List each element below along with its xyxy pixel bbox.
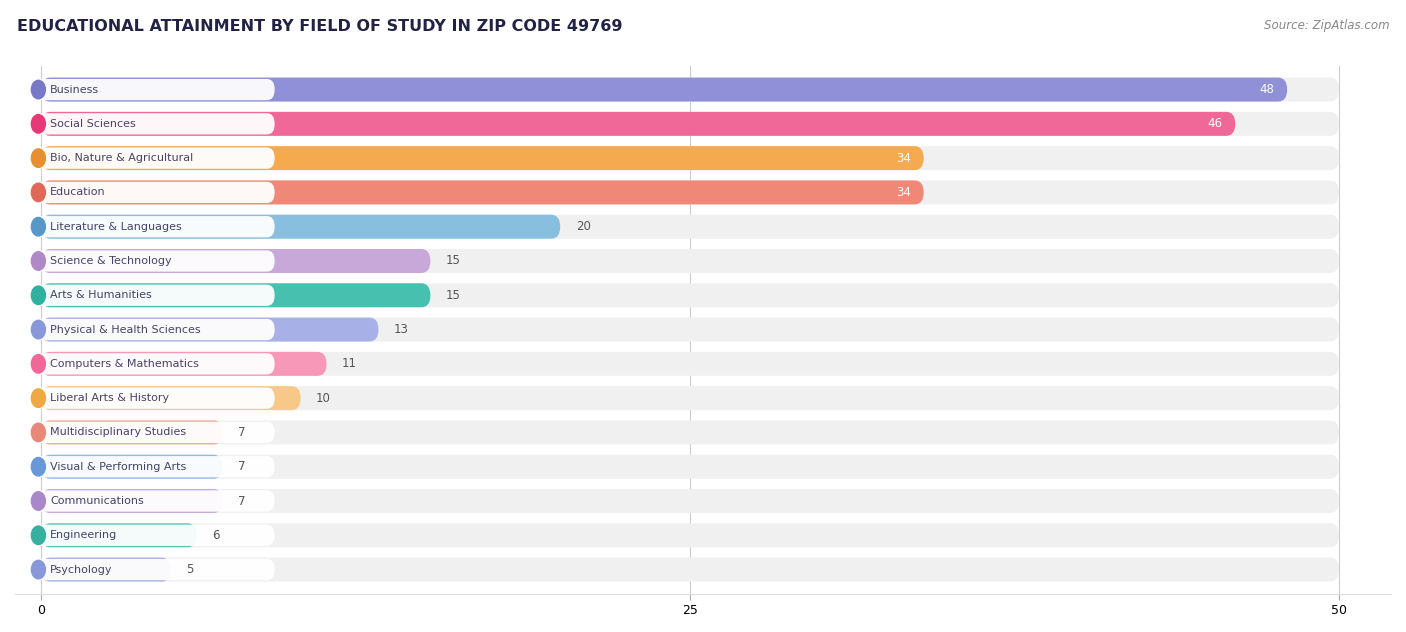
- Circle shape: [31, 114, 45, 133]
- Text: 13: 13: [394, 323, 409, 336]
- Text: 20: 20: [576, 220, 591, 233]
- Circle shape: [31, 561, 45, 579]
- FancyBboxPatch shape: [28, 113, 274, 135]
- Text: 15: 15: [446, 255, 461, 267]
- Text: Social Sciences: Social Sciences: [51, 119, 136, 129]
- Text: Bio, Nature & Agricultural: Bio, Nature & Agricultural: [51, 153, 193, 163]
- FancyBboxPatch shape: [41, 78, 1339, 102]
- FancyBboxPatch shape: [41, 386, 301, 410]
- FancyBboxPatch shape: [41, 420, 222, 444]
- FancyBboxPatch shape: [28, 525, 274, 546]
- Text: Computers & Mathematics: Computers & Mathematics: [51, 359, 198, 369]
- FancyBboxPatch shape: [28, 422, 274, 443]
- Circle shape: [31, 389, 45, 408]
- Text: 7: 7: [238, 494, 246, 507]
- FancyBboxPatch shape: [28, 216, 274, 238]
- FancyBboxPatch shape: [41, 523, 197, 547]
- Text: Business: Business: [51, 85, 100, 95]
- FancyBboxPatch shape: [41, 489, 222, 513]
- Circle shape: [31, 492, 45, 510]
- FancyBboxPatch shape: [41, 386, 1339, 410]
- FancyBboxPatch shape: [41, 489, 1339, 513]
- Text: Liberal Arts & History: Liberal Arts & History: [51, 393, 169, 403]
- FancyBboxPatch shape: [41, 557, 170, 581]
- FancyBboxPatch shape: [41, 78, 1286, 102]
- Text: 10: 10: [316, 392, 330, 404]
- Circle shape: [31, 458, 45, 476]
- FancyBboxPatch shape: [41, 557, 1339, 581]
- Text: 7: 7: [238, 426, 246, 439]
- Text: 46: 46: [1208, 118, 1222, 130]
- FancyBboxPatch shape: [41, 352, 326, 376]
- FancyBboxPatch shape: [41, 523, 1339, 547]
- FancyBboxPatch shape: [28, 387, 274, 409]
- FancyBboxPatch shape: [41, 454, 1339, 478]
- FancyBboxPatch shape: [41, 146, 924, 170]
- Text: Literature & Languages: Literature & Languages: [51, 222, 181, 232]
- Text: 6: 6: [212, 529, 219, 542]
- Text: Engineering: Engineering: [51, 530, 117, 540]
- FancyBboxPatch shape: [28, 79, 274, 100]
- FancyBboxPatch shape: [41, 146, 1339, 170]
- Text: 15: 15: [446, 289, 461, 302]
- Circle shape: [31, 183, 45, 202]
- FancyBboxPatch shape: [41, 215, 560, 239]
- FancyBboxPatch shape: [28, 182, 274, 203]
- Text: Arts & Humanities: Arts & Humanities: [51, 290, 152, 300]
- Circle shape: [31, 149, 45, 167]
- FancyBboxPatch shape: [41, 420, 1339, 444]
- FancyBboxPatch shape: [41, 283, 1339, 307]
- Circle shape: [31, 355, 45, 373]
- FancyBboxPatch shape: [41, 249, 1339, 273]
- Text: 11: 11: [342, 357, 357, 370]
- Circle shape: [31, 80, 45, 99]
- FancyBboxPatch shape: [28, 490, 274, 512]
- FancyBboxPatch shape: [41, 215, 1339, 239]
- FancyBboxPatch shape: [28, 559, 274, 580]
- FancyBboxPatch shape: [41, 180, 924, 204]
- Text: Source: ZipAtlas.com: Source: ZipAtlas.com: [1264, 19, 1389, 32]
- Text: Education: Education: [51, 188, 105, 197]
- Circle shape: [31, 320, 45, 339]
- Text: 5: 5: [187, 563, 194, 576]
- Text: 48: 48: [1260, 83, 1274, 96]
- Text: 7: 7: [238, 460, 246, 473]
- Text: 34: 34: [896, 186, 911, 199]
- Text: Physical & Health Sciences: Physical & Health Sciences: [51, 325, 201, 334]
- FancyBboxPatch shape: [28, 147, 274, 169]
- FancyBboxPatch shape: [41, 180, 1339, 204]
- Text: Visual & Performing Arts: Visual & Performing Arts: [51, 462, 187, 471]
- FancyBboxPatch shape: [41, 317, 1339, 341]
- Circle shape: [31, 526, 45, 545]
- Circle shape: [31, 286, 45, 305]
- Circle shape: [31, 252, 45, 270]
- FancyBboxPatch shape: [41, 454, 222, 478]
- FancyBboxPatch shape: [28, 319, 274, 340]
- FancyBboxPatch shape: [41, 112, 1236, 136]
- Text: 34: 34: [896, 152, 911, 164]
- FancyBboxPatch shape: [28, 284, 274, 306]
- FancyBboxPatch shape: [41, 249, 430, 273]
- FancyBboxPatch shape: [28, 353, 274, 375]
- FancyBboxPatch shape: [41, 283, 430, 307]
- Text: Science & Technology: Science & Technology: [51, 256, 172, 266]
- Text: Communications: Communications: [51, 496, 143, 506]
- FancyBboxPatch shape: [41, 317, 378, 341]
- Circle shape: [31, 423, 45, 442]
- FancyBboxPatch shape: [28, 250, 274, 272]
- Text: EDUCATIONAL ATTAINMENT BY FIELD OF STUDY IN ZIP CODE 49769: EDUCATIONAL ATTAINMENT BY FIELD OF STUDY…: [17, 19, 623, 34]
- FancyBboxPatch shape: [41, 352, 1339, 376]
- FancyBboxPatch shape: [41, 112, 1339, 136]
- Text: Psychology: Psychology: [51, 564, 112, 574]
- FancyBboxPatch shape: [28, 456, 274, 477]
- Text: Multidisciplinary Studies: Multidisciplinary Studies: [51, 427, 186, 437]
- Circle shape: [31, 217, 45, 236]
